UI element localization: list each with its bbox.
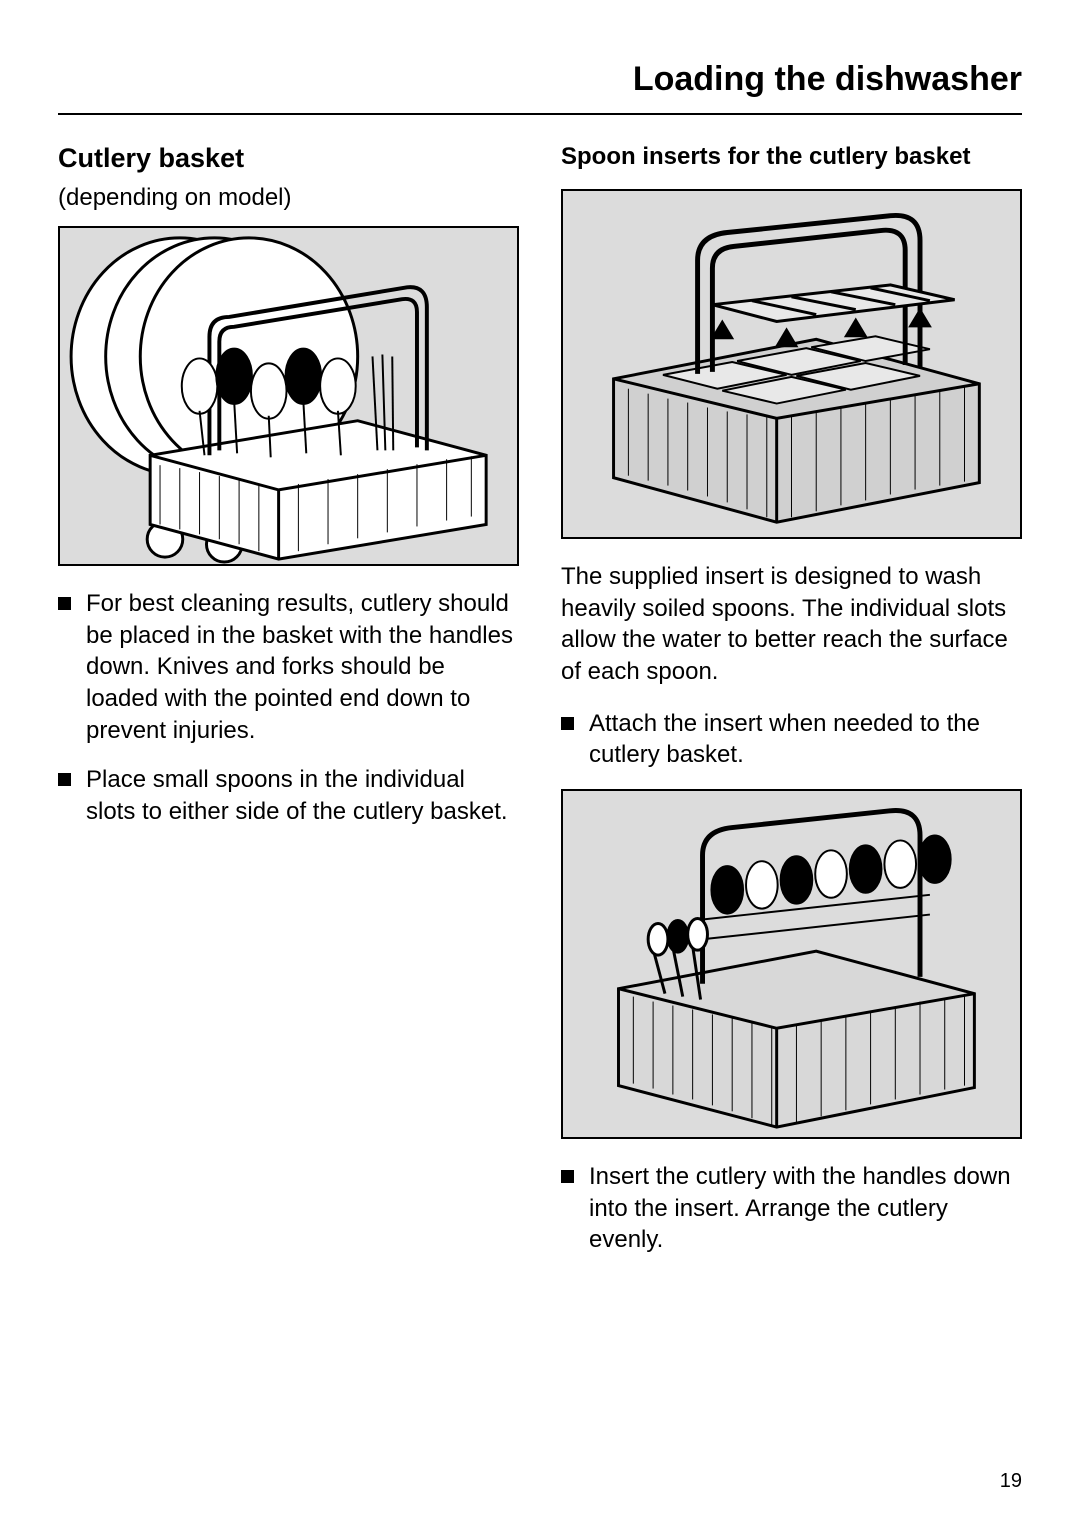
list-item: For best cleaning results, cutlery shoul… [58, 588, 519, 746]
spoon-insert-empty-figure [561, 189, 1022, 539]
basket-empty-icon [563, 191, 1020, 537]
spoon-insert-loaded-figure [561, 789, 1022, 1139]
right-column: Spoon inserts for the cutlery basket [561, 143, 1022, 1274]
left-bullet-list: For best cleaning results, cutlery shoul… [58, 588, 519, 828]
list-item: Place small spoons in the individual slo… [58, 764, 519, 827]
spoon-inserts-heading: Spoon inserts for the cutlery basket [561, 143, 1022, 171]
cutlery-basket-heading: Cutlery basket [58, 143, 519, 174]
depending-on-model-note: (depending on model) [58, 184, 519, 212]
list-item: Attach the insert when needed to the cut… [561, 708, 1022, 771]
right-bullet-list-1: Attach the insert when needed to the cut… [561, 708, 1022, 771]
basket-loaded-icon [563, 791, 1020, 1137]
cutlery-basket-figure [58, 226, 519, 566]
spoon-insert-description: The supplied insert is designed to wash … [561, 561, 1022, 688]
manual-page: Loading the dishwasher Cutlery basket (d… [0, 0, 1080, 1529]
cutlery-basket-icon [60, 228, 517, 564]
left-column: Cutlery basket (depending on model) [58, 143, 519, 1274]
right-bullet-list-2: Insert the cutlery with the handles down… [561, 1161, 1022, 1256]
two-column-layout: Cutlery basket (depending on model) [58, 143, 1022, 1274]
list-item: Insert the cutlery with the handles down… [561, 1161, 1022, 1256]
page-number: 19 [1000, 1470, 1022, 1493]
page-title: Loading the dishwasher [58, 60, 1022, 115]
